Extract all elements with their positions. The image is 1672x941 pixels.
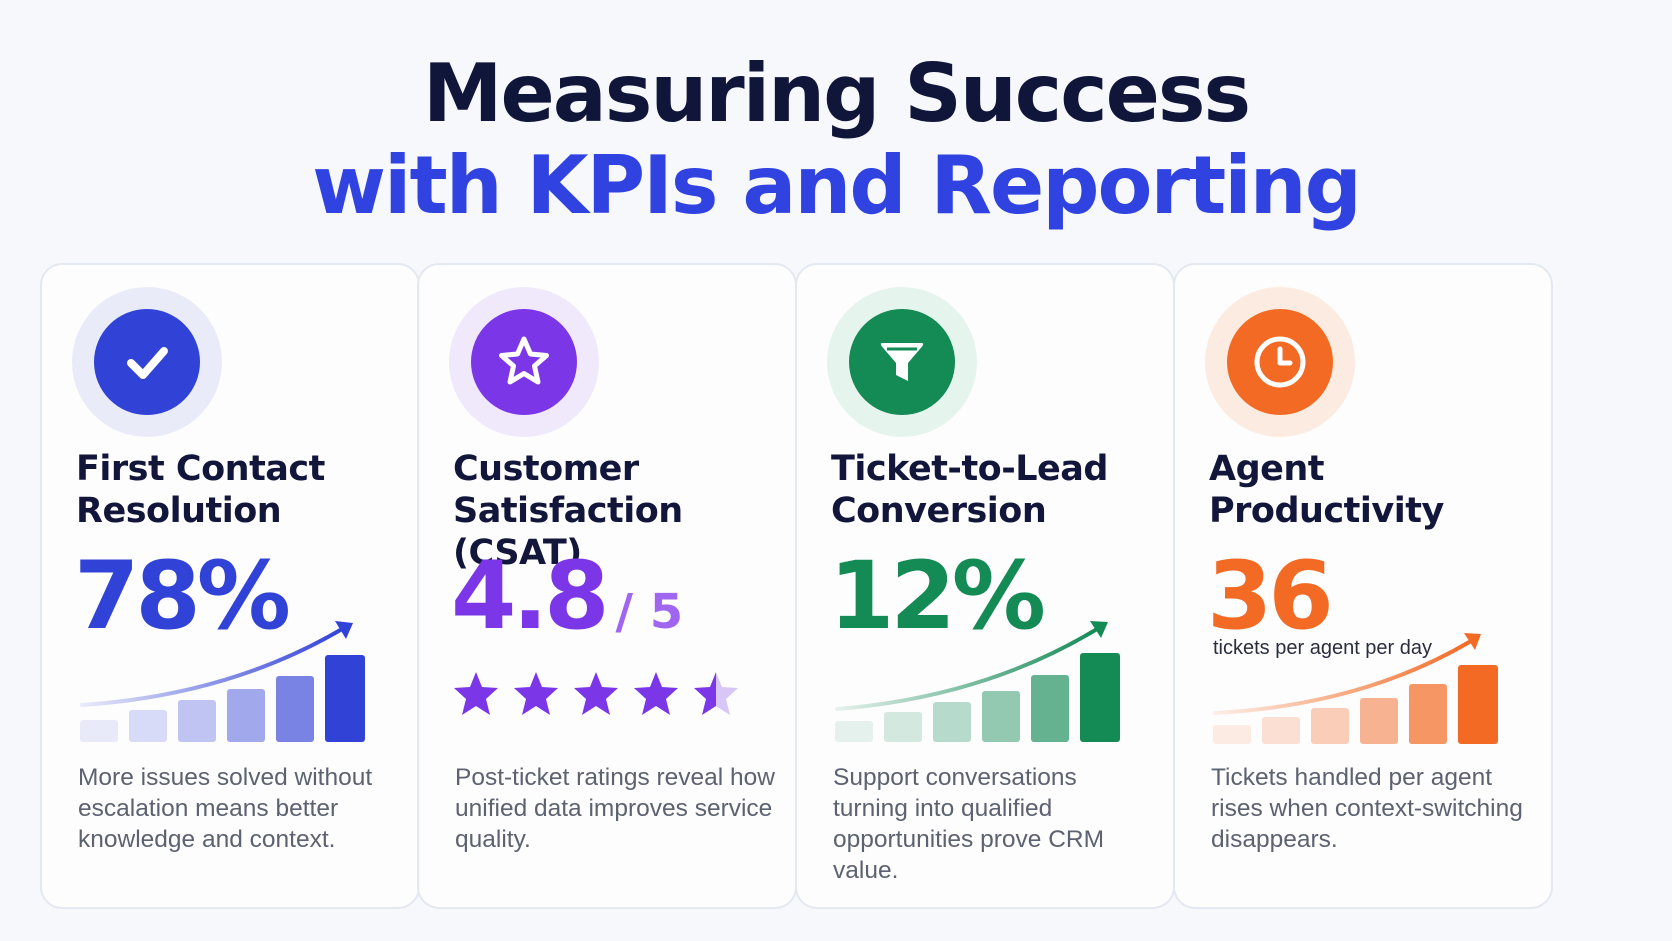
- trend-bar: [1311, 708, 1349, 744]
- icon-halo: [72, 287, 222, 437]
- kpi-card-agent-productivity: Agent Productivity 36 tickets per agent …: [1173, 263, 1553, 909]
- star-rating: [454, 672, 738, 715]
- trend-bar: [1458, 665, 1498, 744]
- card-title: First Contact Resolution: [76, 449, 325, 531]
- trend-bar: [982, 691, 1020, 742]
- check-icon: [94, 309, 200, 415]
- metric-value: 36: [1207, 542, 1334, 651]
- metric-unit-label: tickets per agent per day: [1213, 637, 1433, 659]
- rating-star: [514, 672, 558, 715]
- trend-bar: [835, 721, 873, 742]
- trend-bar: [1080, 653, 1120, 742]
- trend-arrow: [80, 627, 344, 707]
- rating-star-half: [694, 672, 738, 715]
- funnel-icon: [849, 309, 955, 415]
- trend-arrowhead: [1464, 633, 1481, 650]
- trend-arrowhead: [1090, 621, 1108, 638]
- trend-arrow: [1213, 639, 1473, 715]
- card-title: Agent Productivity: [1209, 449, 1444, 531]
- trend-bar: [1031, 675, 1069, 742]
- page-title: Measuring Success with KPIs and Reportin…: [0, 48, 1672, 232]
- trend-bar: [1262, 717, 1300, 744]
- trend-bar: [1409, 684, 1447, 744]
- trend-bar: [227, 689, 265, 742]
- trend-bar: [129, 710, 167, 742]
- card-title: Ticket-to-Lead Conversion: [831, 449, 1108, 531]
- trend-bar: [178, 700, 216, 742]
- rating-star: [574, 672, 618, 715]
- card-description: Post-ticket ratings reveal how unified d…: [455, 764, 775, 853]
- metric-number: 4.8: [451, 542, 610, 651]
- metric-value: 12%: [829, 542, 1046, 651]
- trend-bar-chart: [80, 621, 365, 742]
- rating-star: [634, 672, 678, 715]
- icon-halo: [1205, 287, 1355, 437]
- kpi-card-ticket-to-lead: Ticket-to-Lead Conversion 12% Support co…: [795, 263, 1175, 909]
- rating-star: [454, 672, 498, 715]
- trend-bar: [1213, 725, 1251, 744]
- metric-suffix: / 5: [615, 584, 684, 640]
- card-description: Support conversations turning into quali…: [833, 764, 1104, 884]
- trend-bar: [276, 676, 314, 742]
- card-description: Tickets handled per agent rises when con…: [1211, 764, 1523, 853]
- icon-halo: [827, 287, 977, 437]
- star-icon: [471, 309, 577, 415]
- trend-bar-chart: [1213, 633, 1498, 744]
- metric-value: 4.8/ 5: [451, 547, 683, 662]
- clock-icon: [1227, 309, 1333, 415]
- title-line-2: with KPIs and Reporting: [312, 139, 1362, 232]
- kpi-card-first-contact-resolution: First Contact Resolution 78% More issues…: [40, 263, 420, 909]
- kpi-card-csat: Customer Satisfaction (CSAT) 4.8/ 5 Post…: [417, 263, 797, 909]
- trend-bar: [933, 702, 971, 742]
- metric-value: 78%: [74, 542, 291, 651]
- trend-bar-chart: [835, 621, 1120, 742]
- icon-halo: [449, 287, 599, 437]
- trend-bar: [80, 720, 118, 742]
- card-title: Customer Satisfaction (CSAT): [453, 449, 683, 573]
- trend-bar: [1360, 698, 1398, 744]
- trend-bar: [325, 655, 365, 742]
- card-description: More issues solved without escalation me…: [78, 764, 373, 853]
- trend-arrow: [835, 627, 1099, 711]
- title-line-1: Measuring Success: [422, 47, 1251, 140]
- trend-arrowhead: [335, 621, 353, 639]
- trend-bar: [884, 712, 922, 742]
